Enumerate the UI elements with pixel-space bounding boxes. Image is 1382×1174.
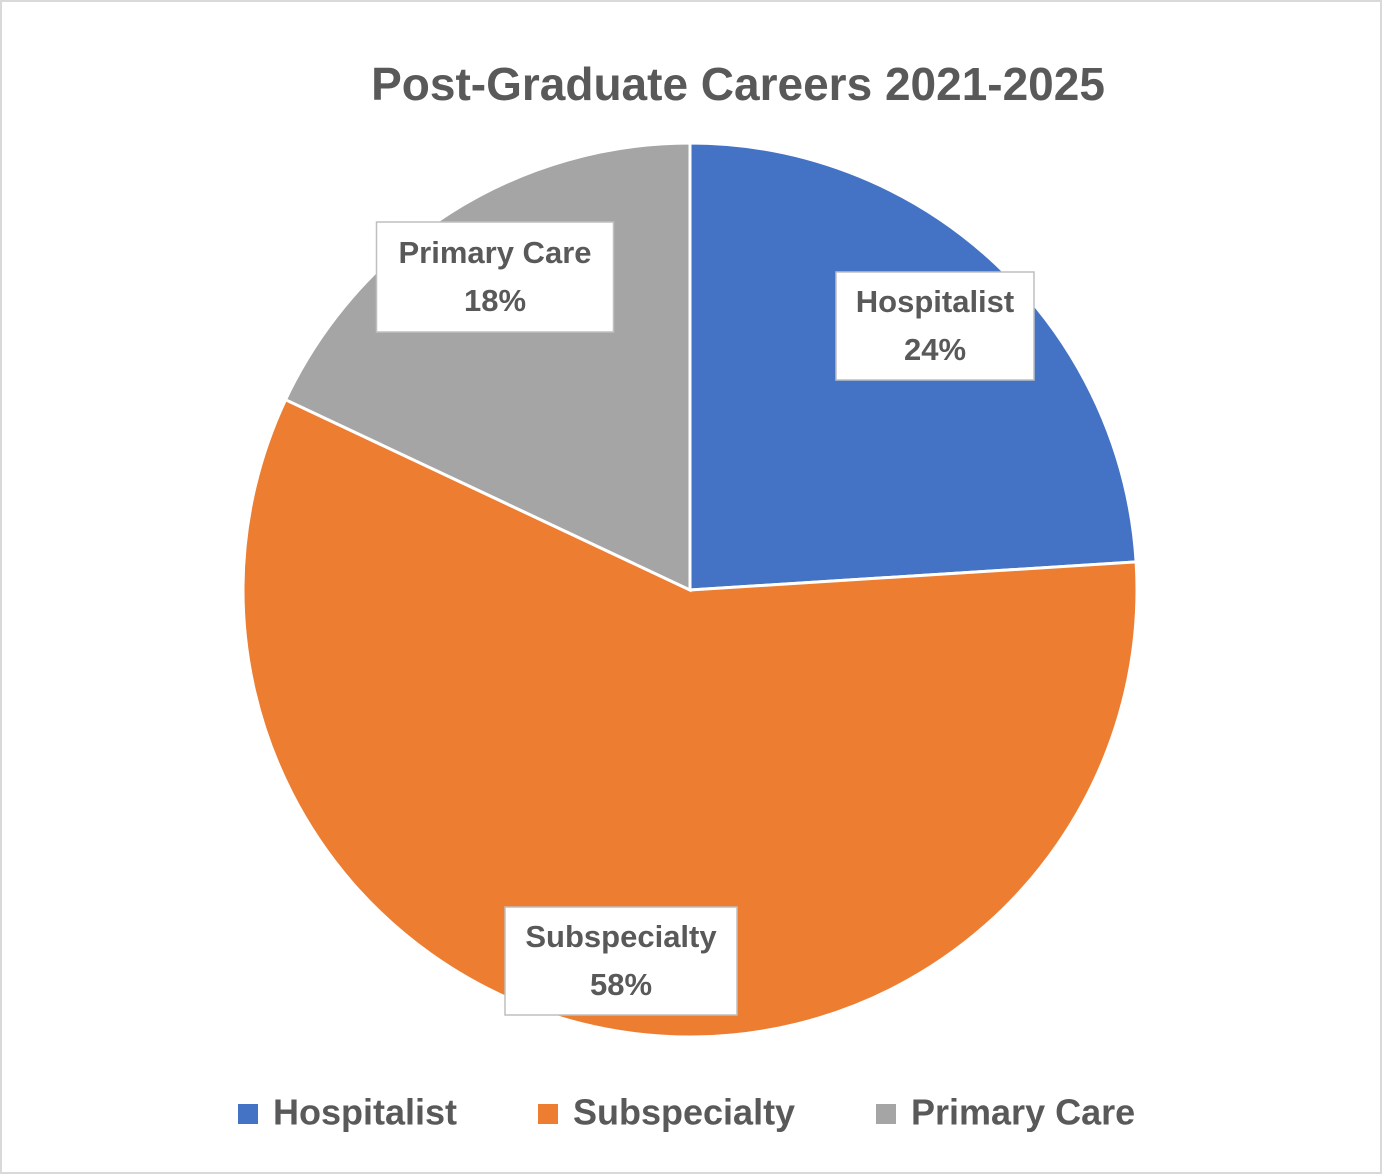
data-label-value: 58% xyxy=(590,967,652,1002)
data-label-category: Primary Care xyxy=(398,235,591,270)
chart-title: Post-Graduate Careers 2021-2025 xyxy=(371,58,1105,110)
legend-swatch xyxy=(876,1104,896,1124)
data-label-category: Subspecialty xyxy=(525,919,717,954)
legend-swatch xyxy=(538,1104,558,1124)
legend-label: Hospitalist xyxy=(273,1092,457,1133)
pie-slice xyxy=(241,397,1139,1039)
data-label-box xyxy=(375,221,615,333)
data-label-box xyxy=(504,906,738,1016)
data-label-category: Hospitalist xyxy=(856,284,1014,319)
legend-label: Primary Care xyxy=(911,1092,1135,1133)
legend-swatch xyxy=(238,1104,258,1124)
data-label-value: 18% xyxy=(464,283,526,318)
data-label-value: 24% xyxy=(904,332,966,367)
data-label-box xyxy=(835,271,1035,381)
legend-label: Subspecialty xyxy=(573,1092,795,1133)
